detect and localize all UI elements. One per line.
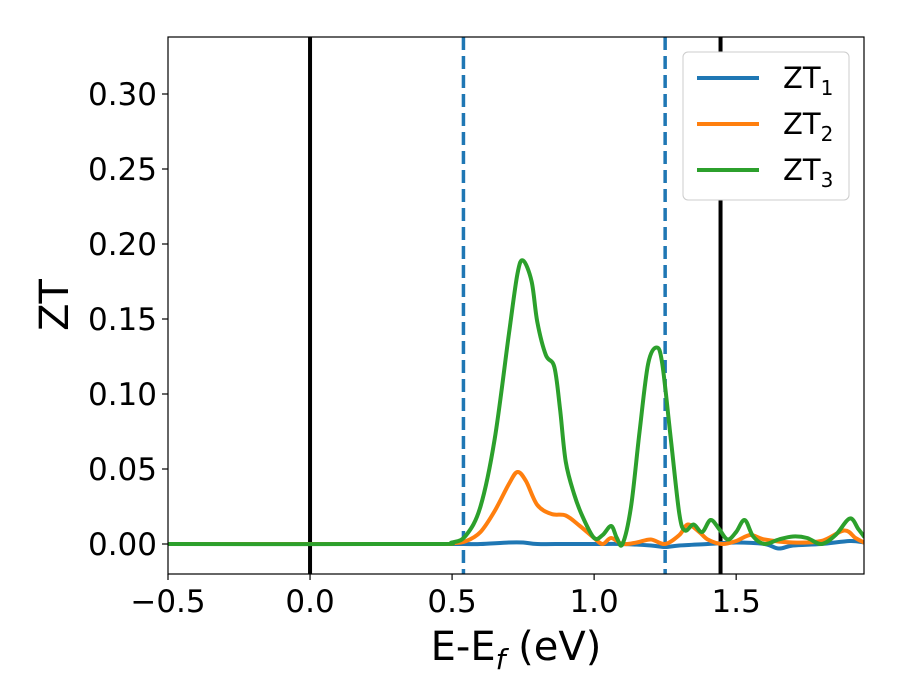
x-axis-ticks: −0.5 0.0 0.5 1.0 1.5 — [130, 574, 761, 620]
x-axis-title-main: E-E — [431, 624, 496, 670]
legend-label-zt3: ZT3 — [783, 153, 833, 192]
plot-frame — [167, 36, 865, 575]
x-tick-label-1: −0.5 — [130, 584, 205, 620]
legend-entry-zt2: ZT2 — [697, 107, 833, 146]
series-lines — [168, 258, 864, 551]
legend-label-zt2: ZT2 — [783, 107, 833, 146]
x-axis-title: E-Ef (eV) — [431, 624, 602, 676]
x-axis-title-unit: (eV) — [505, 624, 601, 670]
y-tick-label-1: 0.00 — [88, 527, 157, 563]
y-tick-label-4: 0.15 — [88, 302, 157, 338]
x-tick-label-4: 1.0 — [569, 584, 618, 620]
y-tick-label-5: 0.20 — [88, 227, 157, 263]
y-tick-label-3: 0.10 — [88, 377, 157, 413]
y-axis-ticks: 0.00 0.05 0.10 0.15 0.20 0.25 0.30 — [88, 77, 168, 563]
series-line-zt3 — [168, 258, 864, 548]
legend-entry-zt3: ZT3 — [697, 153, 833, 192]
y-tick-label-2: 0.05 — [88, 452, 157, 488]
y-tick-label-7: 0.30 — [88, 77, 157, 113]
y-axis-title: ZT — [32, 279, 78, 331]
x-tick-label-5: 1.5 — [712, 584, 761, 620]
legend: ZT1 ZT2 ZT3 — [682, 51, 850, 201]
legend-entry-zt1: ZT1 — [697, 61, 833, 100]
series-line-zt1 — [168, 538, 864, 551]
x-tick-label-2: 0.0 — [285, 584, 334, 620]
legend-label-zt1: ZT1 — [783, 61, 833, 100]
y-tick-label-6: 0.25 — [88, 152, 157, 188]
legend-box — [682, 51, 850, 201]
x-tick-label-3: 0.5 — [427, 584, 476, 620]
